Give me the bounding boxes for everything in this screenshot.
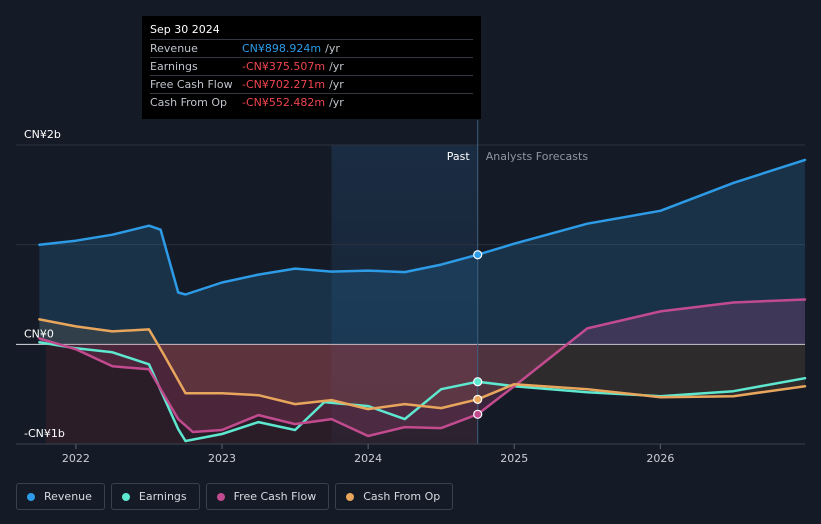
marker-revenue <box>473 250 483 260</box>
tooltip-unit: /yr <box>329 78 344 91</box>
tooltip-value: -CN¥375.507m <box>242 60 326 73</box>
tooltip-unit: /yr <box>325 42 340 55</box>
line-cash-from-op <box>38 318 807 411</box>
legend-label: Free Cash Flow <box>233 490 317 503</box>
line-revenue <box>38 158 807 296</box>
y-tick-label: CN¥2b <box>24 128 61 141</box>
forecast-label: Analysts Forecasts <box>486 150 589 163</box>
legend-item-cash-from-op[interactable]: Cash From Op <box>335 483 454 510</box>
tooltip: Sep 30 2024 Revenue CN¥898.924m /yr Earn… <box>142 16 481 119</box>
line-free-cash-flow <box>38 298 807 438</box>
x-tick-label: 2023 <box>208 452 236 465</box>
legend-item-earnings[interactable]: Earnings <box>110 483 200 510</box>
tooltip-label: Earnings <box>150 60 198 73</box>
tooltip-label: Cash From Op <box>150 96 228 109</box>
legend-dot-icon <box>346 492 355 501</box>
legend-label: Earnings <box>138 490 187 503</box>
area-cash-from-op <box>39 319 805 410</box>
legend-label: Cash From Op <box>363 490 441 503</box>
legend-dot-icon <box>216 492 225 501</box>
marker-earnings <box>473 377 483 387</box>
legend: Revenue Earnings Free Cash Flow Cash Fro… <box>16 483 454 510</box>
y-tick-label: CN¥0 <box>24 327 54 340</box>
y-tick-label: -CN¥1b <box>24 427 65 440</box>
x-tick-label: 2024 <box>354 452 382 465</box>
tooltip-row-cash-from-op: Cash From Op -CN¥552.482m /yr <box>150 93 473 111</box>
marker-cash-from-op <box>473 394 483 404</box>
tooltip-unit: /yr <box>329 96 344 109</box>
tooltip-value: -CN¥702.271m <box>242 78 326 91</box>
x-tick-label: 2026 <box>646 452 674 465</box>
tooltip-value: CN¥898.924m <box>242 42 322 55</box>
legend-dot-icon <box>27 492 35 501</box>
area-free-cash-flow <box>39 299 805 437</box>
tooltip-label: Revenue <box>150 42 198 55</box>
tooltip-row-revenue: Revenue CN¥898.924m /yr <box>150 39 473 57</box>
tooltip-date: Sep 30 2024 <box>150 23 220 36</box>
past-highlight-band <box>331 145 478 444</box>
past-label: Past <box>447 150 471 163</box>
area-revenue <box>39 159 805 345</box>
x-tick-label: 2022 <box>62 452 90 465</box>
legend-item-free-cash-flow[interactable]: Free Cash Flow <box>205 483 330 510</box>
legend-dot-icon <box>121 492 130 501</box>
tooltip-unit: /yr <box>329 60 344 73</box>
line-earnings <box>38 341 807 443</box>
legend-label: Revenue <box>44 490 92 503</box>
negative-area-tint <box>46 344 478 444</box>
legend-item-revenue[interactable]: Revenue <box>16 483 105 510</box>
tooltip-row-free-cash-flow: Free Cash Flow -CN¥702.271m /yr <box>150 75 473 93</box>
x-tick-label: 2025 <box>500 452 528 465</box>
tooltip-label: Free Cash Flow <box>150 78 233 91</box>
tooltip-value: -CN¥552.482m <box>242 96 326 109</box>
marker-free-cash-flow <box>473 409 483 419</box>
tooltip-row-earnings: Earnings -CN¥375.507m /yr <box>150 57 473 75</box>
